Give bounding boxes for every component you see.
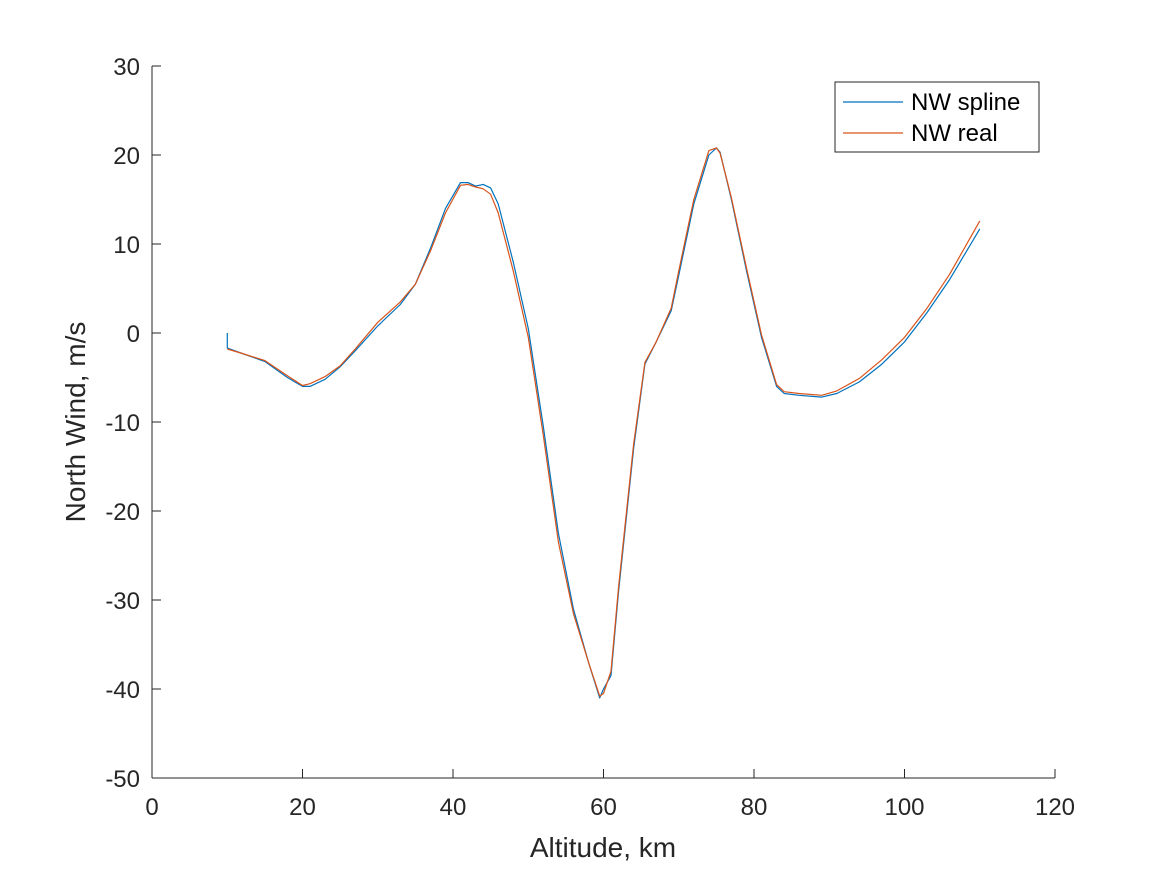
series-line-nw-spline [226,147,981,699]
x-tick-label: 40 [440,794,467,821]
x-tick-label: 80 [741,794,768,821]
y-tick-label: 10 [113,232,140,259]
x-tick-label: 60 [590,794,617,821]
legend-label-nw-real: NW real [911,120,998,147]
legend-label-nw-spline: NW spline [911,89,1020,116]
y-tick-label: -40 [105,677,140,704]
y-tick-label: 30 [113,54,140,81]
series-lines [226,147,981,699]
x-tick-label: 100 [884,794,924,821]
series-line-nw-real [227,147,981,697]
legend-box [834,81,1040,153]
y-axis-label: North Wind, m/s [60,322,91,523]
y-tick-label: 0 [127,321,140,348]
x-tick-label: 120 [1035,794,1075,821]
y-tick-label: -50 [105,766,140,793]
y-tick-label: -30 [105,588,140,615]
legend: NW spline NW real [834,81,1040,153]
x-axis-label: Altitude, km [530,832,676,863]
x-tick-label: 0 [145,794,158,821]
y-tick-label: -20 [105,499,140,526]
x-tick-label: 20 [289,794,316,821]
y-tick-label: 20 [113,143,140,170]
y-tick-label: -10 [105,410,140,437]
